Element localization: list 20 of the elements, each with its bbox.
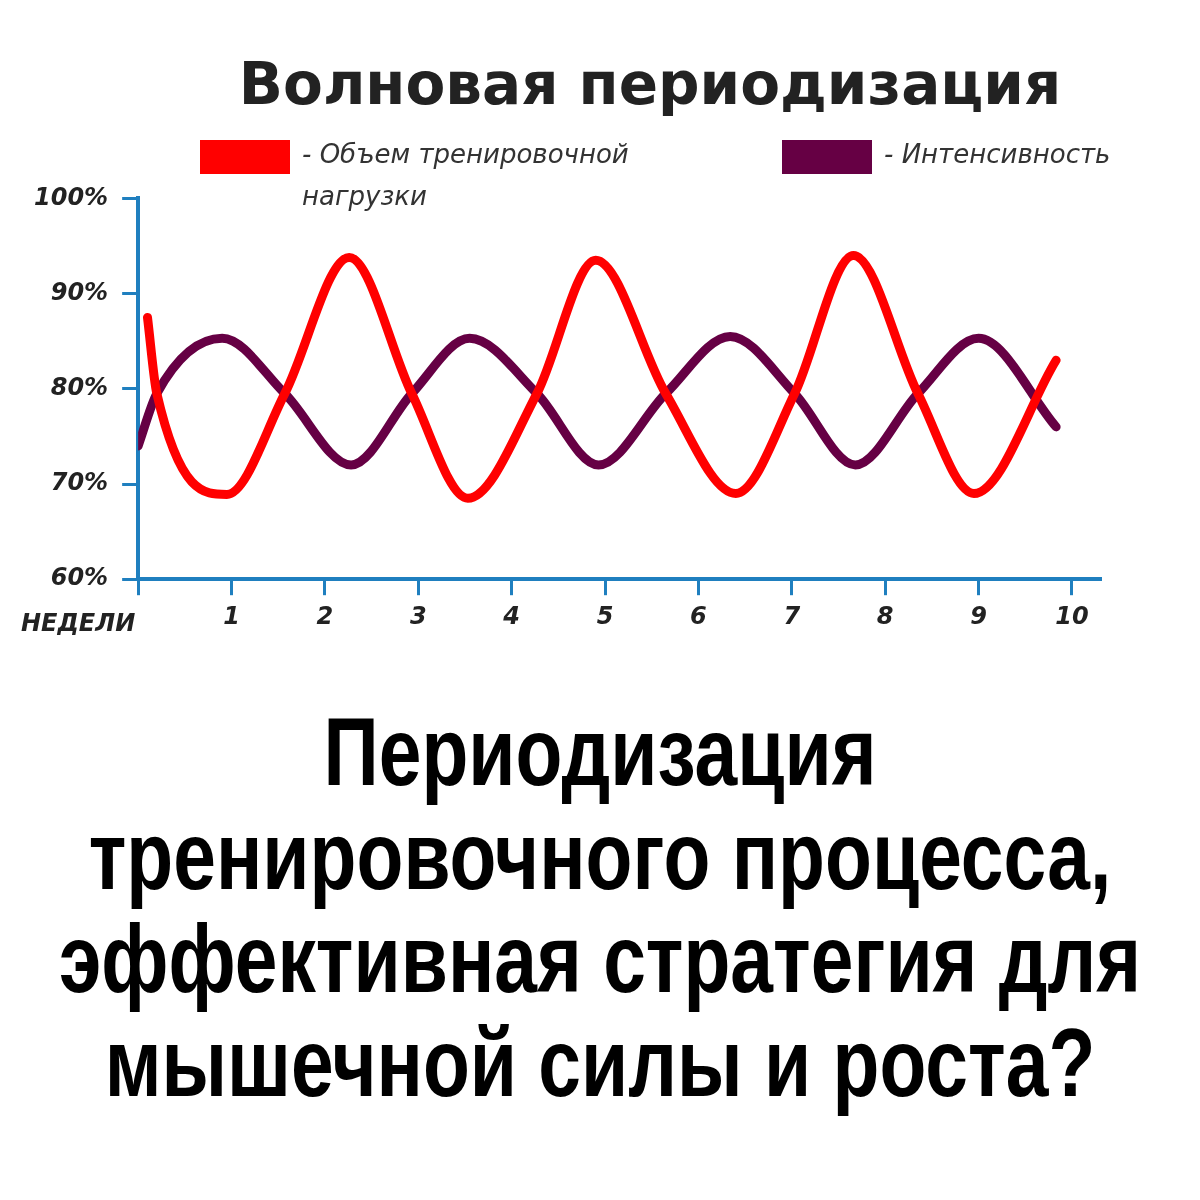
y-tick-label: 80% xyxy=(50,373,109,402)
legend-label: - Объем тренировочной нагрузки xyxy=(302,138,630,213)
x-tick-label: 5 xyxy=(596,601,614,630)
legend-label: - Интенсивность xyxy=(884,138,1111,171)
x-tick-label: 7 xyxy=(783,601,801,630)
y-tick-label: 90% xyxy=(50,277,109,306)
y-tick-label: 70% xyxy=(50,468,109,497)
y-tick-label: 60% xyxy=(50,563,109,592)
text: Периодизация тренировочного процесса, эффективная стратегия для мышечной силы и роста? xyxy=(57,698,1143,1117)
x-tick-label: 2 xyxy=(316,601,334,630)
x-tick-label: 1 xyxy=(223,601,240,630)
x-tick-label: 4 xyxy=(502,601,521,630)
x-tick-label: 8 xyxy=(876,601,894,630)
x-tick-label: 3 xyxy=(409,601,427,630)
chart-title: Волновая периодизация xyxy=(237,50,1063,118)
y-tick-label: 100% xyxy=(33,182,109,211)
x-tick-label: 10 xyxy=(1055,601,1089,630)
x-tick-label: 6 xyxy=(690,601,707,630)
x-axis-title: НЕДЕЛИ xyxy=(21,609,136,638)
x-tick-label: 9 xyxy=(970,601,987,630)
